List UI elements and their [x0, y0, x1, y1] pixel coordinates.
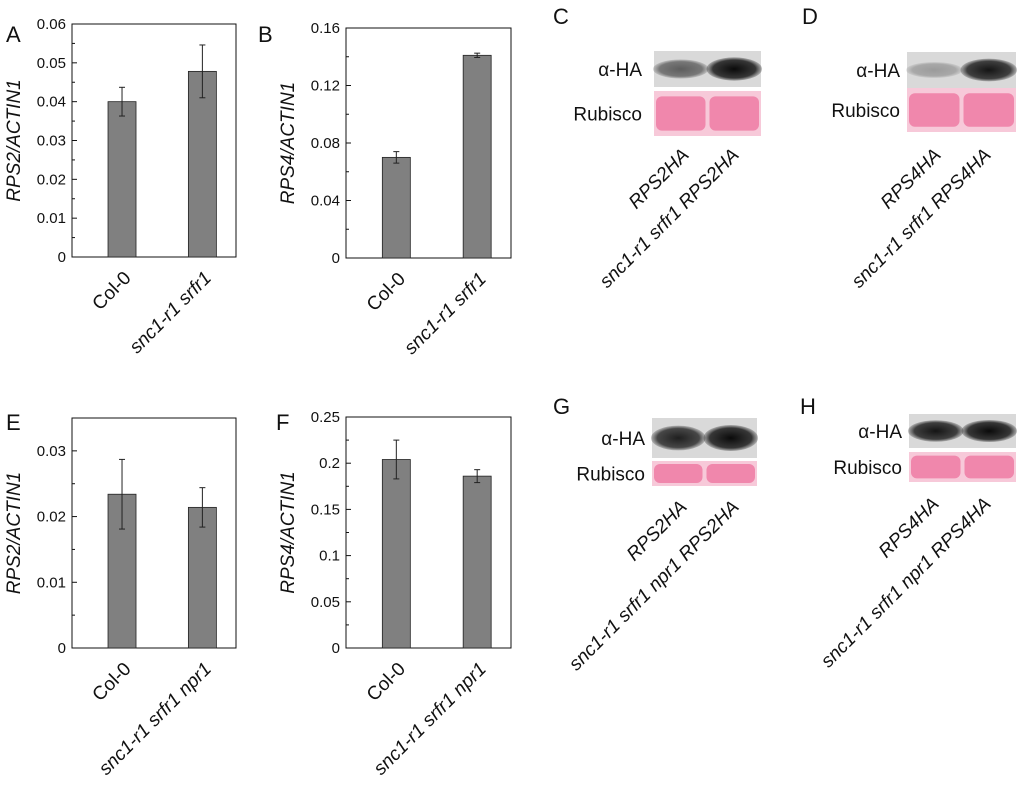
rubisco-band — [963, 93, 1014, 127]
bar-col-0 — [381, 156, 411, 259]
x-category-label: Col-0 — [89, 268, 136, 315]
rubisco-band — [964, 455, 1014, 479]
y-tick-label: 0.05 — [37, 55, 66, 72]
rubisco-band — [709, 96, 759, 131]
ha-band — [706, 57, 763, 81]
bar-mutant — [462, 475, 492, 649]
y-tick-label: 0.05 — [311, 594, 340, 611]
y-tick-label: 0.16 — [311, 20, 340, 37]
y-tick-label: 0.04 — [311, 193, 340, 210]
x-category-label: snc1-r1 srfr1 — [400, 269, 490, 359]
blot-label-rubisco: Rubisco — [573, 105, 642, 126]
panel-letter: F — [276, 410, 289, 435]
chart-f: F00.050.10.150.20.25RPS4/ACTIN1Col-0snc1… — [276, 409, 512, 780]
ha-band — [650, 425, 706, 451]
y-tick-label: 0 — [58, 249, 66, 266]
ha-band — [652, 59, 709, 79]
y-tick-label: 0.02 — [37, 171, 66, 188]
bar-mutant — [462, 54, 492, 259]
y-tick-label: 0.25 — [311, 409, 340, 426]
x-category-label: Col-0 — [363, 269, 410, 316]
y-tick-label: 0.2 — [319, 455, 340, 472]
x-category-label: Col-0 — [363, 659, 410, 706]
rubisco-band — [706, 464, 755, 483]
y-tick-label: 0.15 — [311, 501, 340, 518]
y-tick-label: 0.01 — [37, 210, 66, 227]
panel-letter: A — [6, 22, 21, 47]
blot-label-ha: α-HA — [598, 60, 642, 81]
y-tick-label: 0.1 — [319, 548, 340, 565]
y-tick-label: 0.04 — [37, 94, 66, 111]
y-axis-title: RPS2/ACTIN1 — [4, 79, 25, 201]
blot-label-rubisco: Rubisco — [833, 458, 902, 479]
chart-a: A 0 0.01 0.02 0.03 0.04 0.05 0.06 RPS2/ACTIN1 Col… — [4, 16, 237, 358]
y-tick-label: 0.01 — [37, 574, 66, 591]
ha-band — [905, 62, 963, 78]
panel-letter: G — [553, 394, 570, 419]
panel-letter: C — [553, 4, 569, 29]
y-tick-label: 0.12 — [311, 78, 340, 95]
rubisco-band — [911, 455, 961, 479]
blot-label-ha: α-HA — [856, 61, 900, 82]
y-tick-label: 0.06 — [37, 16, 66, 33]
blot-label-ha: α-HA — [601, 429, 645, 450]
y-tick-label: 0.02 — [37, 509, 66, 526]
y-tick-label: 0 — [332, 640, 340, 657]
rubisco-band — [654, 464, 703, 483]
ha-band — [961, 419, 1018, 443]
bar-mutant — [187, 506, 217, 649]
y-axis-title: RPS2/ACTIN1 — [4, 472, 25, 594]
rubisco-band — [909, 93, 960, 127]
panel-letter: B — [258, 22, 273, 47]
x-category-label: Col-0 — [89, 659, 136, 706]
chart-b: B 0 0.04 0.08 0.12 0.16 RPS4/ACTIN1 Col-0snc1-r… — [258, 20, 512, 359]
panel-letter: E — [6, 410, 21, 435]
y-tick-label: 0.03 — [37, 443, 66, 460]
y-axis-title: RPS4/ACTIN1 — [278, 82, 299, 204]
y-tick-label: 0.08 — [311, 135, 340, 152]
bar-col-0 — [107, 101, 137, 258]
y-axis-title: RPS4/ACTIN1 — [278, 471, 299, 593]
bar-mutant — [187, 70, 217, 258]
blot-label-ha: α-HA — [858, 422, 902, 443]
plot-frame — [71, 417, 237, 649]
bar-col-0 — [381, 459, 411, 649]
blot-label-rubisco: Rubisco — [831, 101, 900, 122]
x-category-label: snc1-r1 srfr1 — [126, 268, 216, 358]
y-tick-label: 0 — [332, 250, 340, 267]
rubisco-band — [656, 96, 706, 131]
y-tick-label: 0.03 — [37, 133, 66, 150]
panel-letter: H — [800, 394, 816, 419]
y-tick-label: 0 — [58, 640, 66, 657]
ha-band — [703, 425, 759, 451]
ha-band — [960, 58, 1018, 82]
blot-label-rubisco: Rubisco — [576, 465, 645, 486]
panel-letter: D — [802, 4, 818, 29]
ha-band — [907, 420, 964, 442]
